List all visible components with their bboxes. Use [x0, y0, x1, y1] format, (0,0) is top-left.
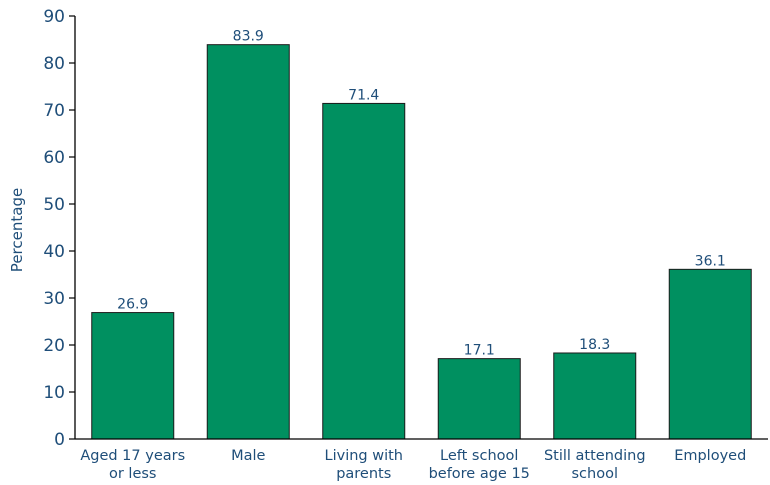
y-tick-label: 60 — [43, 148, 65, 168]
x-tick-label: Male — [231, 448, 265, 464]
y-tick-label: 20 — [43, 336, 65, 356]
x-axis-category-labels: Aged 17 years or less Male Living with paren… — [80, 448, 746, 482]
y-tick-label: 50 — [43, 195, 65, 215]
x-tick-label: Living with parents — [325, 448, 403, 482]
bar — [322, 102, 406, 440]
bar — [91, 312, 175, 440]
bar — [206, 44, 290, 440]
data-label: 83.9 — [233, 29, 264, 45]
data-label: 18.3 — [579, 337, 610, 353]
bar — [553, 352, 637, 440]
y-tick-label: 10 — [43, 383, 65, 403]
data-label: 71.4 — [348, 87, 379, 103]
y-tick-label: 40 — [43, 242, 65, 262]
bars — [91, 44, 752, 440]
y-axis-ticks: 0 10 20 30 40 50 60 70 80 90 — [43, 7, 75, 450]
bar — [668, 268, 752, 440]
y-tick-label: 90 — [43, 7, 65, 27]
x-tick-label: Employed — [674, 448, 746, 464]
y-tick-label: 70 — [43, 101, 65, 121]
y-tick-label: 0 — [54, 430, 65, 450]
x-tick-label: Still attending school — [544, 448, 646, 482]
y-tick-label: 80 — [43, 54, 65, 74]
y-tick-label: 30 — [43, 289, 65, 309]
data-label: 26.9 — [117, 297, 148, 313]
data-label: 17.1 — [464, 343, 495, 359]
data-labels: 26.9 83.9 71.4 17.1 18.3 36.1 — [117, 29, 726, 359]
bar — [437, 358, 521, 440]
data-label: 36.1 — [695, 253, 726, 269]
x-tick-label: Left school before age 15 — [429, 448, 530, 482]
y-axis-label: Percentage — [8, 188, 26, 272]
x-tick-label: Aged 17 years or less — [80, 448, 185, 482]
